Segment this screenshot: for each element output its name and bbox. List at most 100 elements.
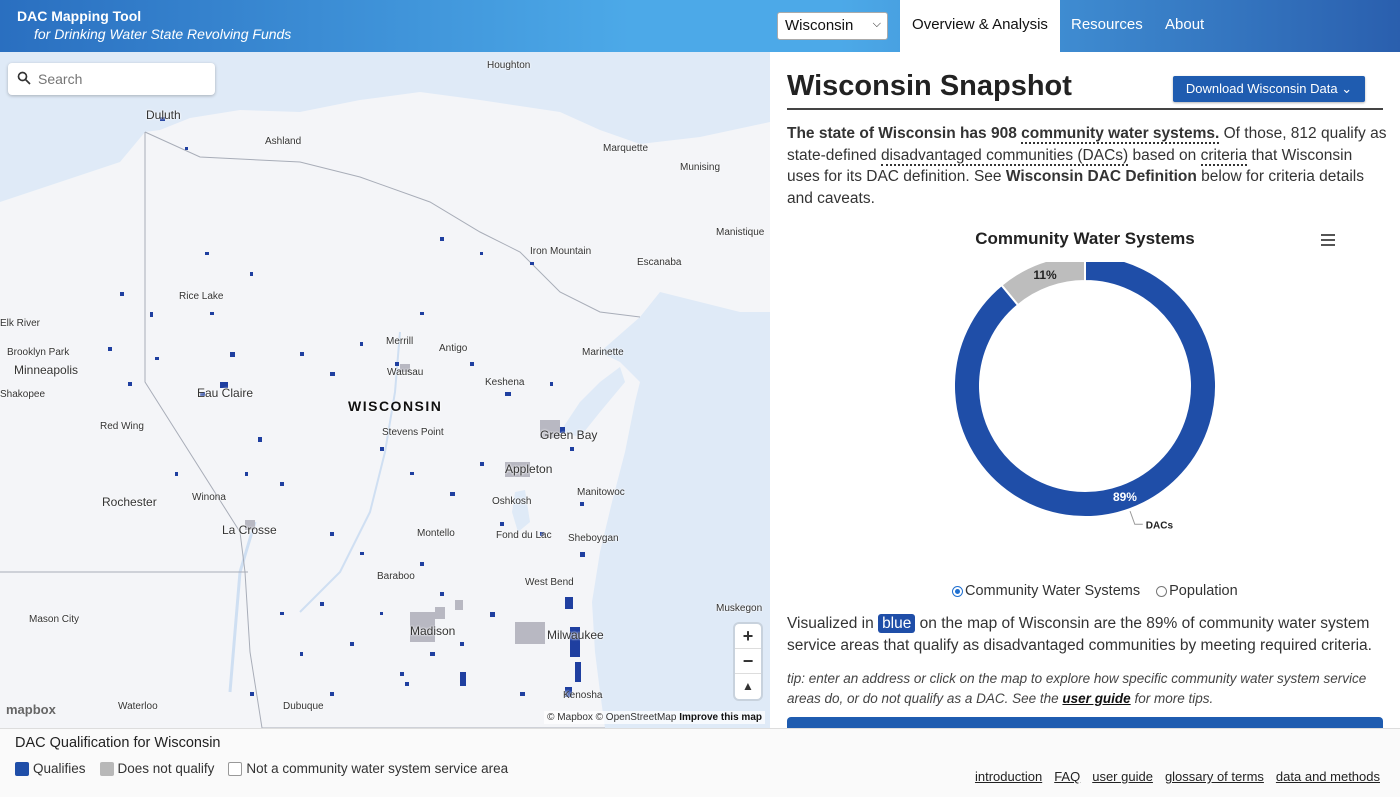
place-label: La Crosse xyxy=(222,523,277,537)
legend-label: Does not qualify xyxy=(117,761,215,776)
footer-links: introduction FAQ user guide glossary of … xyxy=(975,769,1380,784)
title-divider xyxy=(787,108,1383,110)
place-label: Shakopee xyxy=(0,389,46,400)
map[interactable]: Houghton Duluth Ashland Marquette Munisi… xyxy=(0,52,770,728)
intro-text: below for criteria details and caveats. xyxy=(787,168,1364,207)
radio-population[interactable]: Population xyxy=(1156,583,1244,599)
state-select[interactable]: Wisconsin ⌵ xyxy=(777,12,888,40)
legend-label: Qualifies xyxy=(33,761,86,776)
brand-subtitle: for Drinking Water State Revolving Funds xyxy=(34,26,292,42)
user-guide-link[interactable]: user guide xyxy=(1062,690,1131,706)
radio-cws[interactable]: Community Water Systems xyxy=(952,583,1146,599)
map-basemap xyxy=(0,52,770,728)
place-label: Waterloo xyxy=(118,701,158,712)
place-label: Ashland xyxy=(265,136,302,147)
place-label: Dubuque xyxy=(283,701,324,712)
place-label: Keshena xyxy=(485,377,525,388)
vis-text: on the map of Wisconsin are the 89% of c… xyxy=(787,615,1372,654)
donut-slice-non-dacs[interactable] xyxy=(1000,262,1086,307)
criteria-glossary-link[interactable]: criteria xyxy=(1200,146,1248,166)
download-label: Download Wisconsin Data xyxy=(1185,81,1338,96)
legend-swatch-not-cws xyxy=(228,761,243,776)
blue-chip: blue xyxy=(878,614,916,633)
place-label: Manistique xyxy=(716,227,765,238)
place-label: Iron Mountain xyxy=(530,246,592,257)
non-dac-service-areas xyxy=(245,364,560,644)
place-label: Antigo xyxy=(439,343,468,354)
search-box[interactable] xyxy=(8,63,215,95)
place-label: Rice Lake xyxy=(179,291,224,302)
place-label: Eau Claire xyxy=(197,386,254,400)
tip-paragraph: tip: enter an address or click on the ma… xyxy=(787,669,1387,708)
place-label: Brooklyn Park xyxy=(7,347,70,358)
zoom-in-button[interactable]: + xyxy=(735,624,761,649)
place-label: Madison xyxy=(410,624,456,638)
brand[interactable]: DAC Mapping Tool for Drinking Water Stat… xyxy=(17,8,291,42)
attribution-text[interactable]: © Mapbox © OpenStreetMap xyxy=(547,712,677,723)
footer-link-data-methods[interactable]: data and methods xyxy=(1275,769,1380,784)
snapshot-panel: Wisconsin Snapshot Download Wisconsin Da… xyxy=(770,52,1400,728)
map-attribution: © Mapbox © OpenStreetMap Improve this ma… xyxy=(544,711,765,724)
place-label: Houghton xyxy=(487,60,531,71)
place-label: Munising xyxy=(680,162,721,173)
dac-glossary-link[interactable]: disadvantaged communities (DACs) xyxy=(880,146,1129,166)
footer-link-glossary[interactable]: glossary of terms xyxy=(1164,769,1264,784)
radio-empty-icon xyxy=(1156,585,1168,597)
app-header: DAC Mapping Tool for Drinking Water Stat… xyxy=(0,0,1400,52)
place-label: Escanaba xyxy=(637,257,682,268)
hamburger-menu-icon[interactable] xyxy=(1320,233,1336,247)
place-label: West Bend xyxy=(525,577,574,588)
intro-text: based on xyxy=(1128,146,1201,164)
place-label: Manitowoc xyxy=(577,487,625,498)
place-label: Red Wing xyxy=(100,421,144,432)
intro-bold: The state of Wisconsin has 908 xyxy=(787,125,1022,142)
footer-link-faq[interactable]: FAQ xyxy=(1054,769,1081,784)
dac-definition-ref: Wisconsin DAC Definition xyxy=(1005,168,1197,185)
place-label: Wausau xyxy=(387,367,424,378)
vis-text: Visualized in xyxy=(787,615,879,632)
legend: Qualifies Does not qualify Not a communi… xyxy=(15,761,508,776)
place-label: Minneapolis xyxy=(14,363,79,377)
place-label: Milwaukee xyxy=(547,628,604,642)
section-header-bar[interactable] xyxy=(787,717,1383,728)
place-label: Marquette xyxy=(603,143,649,154)
download-data-button[interactable]: Download Wisconsin Data ⌄ xyxy=(1173,76,1365,102)
zoom-out-button[interactable]: − xyxy=(735,649,761,674)
place-label: Baraboo xyxy=(377,571,415,582)
donut-category-label: DACs xyxy=(1146,520,1174,531)
improve-map-link[interactable]: Improve this map xyxy=(679,712,762,723)
legend-swatch-not-qualify xyxy=(99,761,114,776)
tab-overview-analysis[interactable]: Overview & Analysis xyxy=(900,0,1060,52)
place-label: Merrill xyxy=(386,336,414,347)
zoom-controls: + − ▲ xyxy=(735,624,761,699)
intro-text: Of those, 812 qualify as state-defined xyxy=(787,125,1387,164)
place-label: Rochester xyxy=(102,495,157,509)
legend-item-qualifies: Qualifies xyxy=(15,761,86,776)
tab-resources[interactable]: Resources xyxy=(1071,16,1143,33)
footer-link-introduction[interactable]: introduction xyxy=(974,769,1043,784)
legend-footer: DAC Qualification for Wisconsin Qualifie… xyxy=(0,728,1400,797)
place-label: Winona xyxy=(192,492,226,503)
place-label: Montello xyxy=(417,528,455,539)
legend-title: DAC Qualification for Wisconsin xyxy=(15,735,221,751)
donut-slice-dacs[interactable] xyxy=(953,262,1217,518)
tip-text: tip: enter an address or click on the ma… xyxy=(787,671,1367,706)
place-label: Appleton xyxy=(505,462,553,476)
place-label: Fond du Lac xyxy=(496,530,552,541)
compass-button[interactable]: ▲ xyxy=(742,679,754,693)
state-select-value: Wisconsin xyxy=(785,17,854,34)
search-icon xyxy=(17,71,31,85)
chart-title: Community Water Systems xyxy=(975,229,1195,248)
cws-glossary-link[interactable]: community water systems. xyxy=(1021,125,1220,144)
chevron-down-icon: ⌵ xyxy=(872,18,881,30)
tab-about[interactable]: About xyxy=(1165,16,1205,33)
footer-link-user-guide[interactable]: user guide xyxy=(1092,769,1153,784)
place-label: Muskegon xyxy=(716,603,763,614)
mapbox-logo[interactable]: mapbox xyxy=(6,702,56,717)
dac-service-areas xyxy=(108,117,585,697)
place-label: Elk River xyxy=(0,318,41,329)
search-input[interactable] xyxy=(38,69,208,89)
brand-title: DAC Mapping Tool xyxy=(17,8,142,24)
download-icon: ⌄ xyxy=(1341,81,1353,96)
